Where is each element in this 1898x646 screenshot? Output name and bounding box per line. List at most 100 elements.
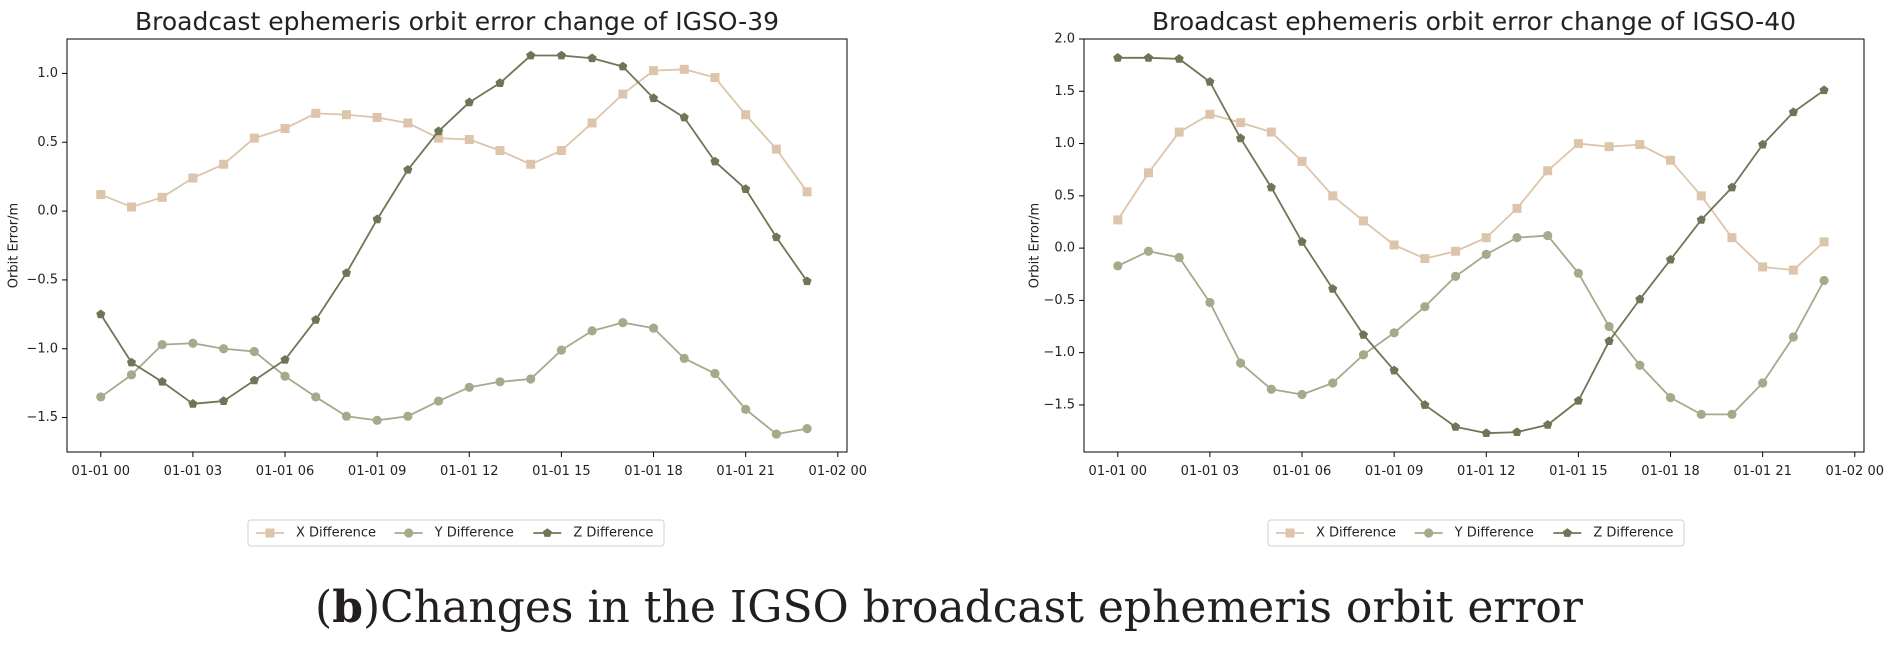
data-point — [1174, 252, 1184, 263]
data-point — [1819, 275, 1829, 286]
data-point — [1328, 191, 1338, 201]
data-point — [1788, 332, 1798, 342]
chart-title: Broadcast ephemeris orbit error change o… — [1152, 7, 1796, 36]
data-point — [1389, 328, 1399, 338]
series-line — [1117, 113, 1825, 271]
series-y-difference — [1113, 230, 1829, 419]
data-point — [249, 346, 259, 357]
data-point — [311, 392, 321, 402]
series-z-difference — [96, 50, 812, 408]
data-point — [1758, 378, 1768, 388]
series-line — [100, 54, 808, 405]
data-point — [1451, 422, 1461, 431]
y-tick-label: −0.5 — [26, 272, 58, 287]
data-point — [1635, 140, 1645, 150]
y-tick-label: −1.0 — [26, 341, 58, 356]
x-tick-label: 01-02 00 — [1826, 464, 1884, 479]
y-axis-ticks: 1.0 0.5 0.0 −0.5 −1.0 −1.5 — [26, 66, 67, 425]
data-point — [249, 133, 259, 143]
data-point — [710, 368, 720, 379]
data-point — [403, 118, 413, 128]
data-point — [341, 110, 351, 120]
data-point — [157, 192, 167, 202]
data-point — [1451, 246, 1461, 256]
legend: X Difference Y Difference Z Difference — [247, 519, 665, 547]
x-tick-label: 01-01 21 — [716, 464, 774, 479]
data-point — [1696, 409, 1706, 419]
data-point — [1236, 133, 1246, 143]
data-point — [1143, 168, 1153, 178]
data-point — [1266, 182, 1276, 192]
data-point — [1205, 297, 1215, 308]
data-point — [618, 317, 628, 328]
x-tick-label: 01-01 03 — [1181, 464, 1239, 479]
legend: X Difference Y Difference Z Difference — [1267, 519, 1685, 547]
series-y-difference — [96, 317, 812, 439]
data-point — [1604, 321, 1614, 332]
y-axis-ticks: 2.0 1.5 1.0 0.5 0.0 −0.5 −1.0 −1.5 — [1043, 32, 1084, 412]
data-point — [556, 146, 566, 156]
x-axis-ticks: 01-01 00 01-01 03 01-01 06 01-01 09 01-01 12… — [72, 452, 867, 479]
data-point — [311, 108, 321, 118]
data-point — [1236, 118, 1246, 128]
data-point — [1666, 155, 1676, 165]
data-point — [1358, 350, 1369, 360]
x-tick-label: 01-01 12 — [440, 464, 498, 479]
data-point — [403, 164, 413, 174]
data-point — [649, 66, 659, 76]
legend-label: Z Difference — [1593, 526, 1673, 541]
legend-label: X Difference — [1316, 526, 1396, 541]
data-point — [434, 126, 444, 136]
data-point — [1297, 389, 1307, 400]
legend-marker — [1562, 528, 1572, 537]
data-point — [526, 50, 536, 60]
data-point — [1113, 53, 1123, 62]
data-point — [556, 50, 566, 60]
data-point — [526, 159, 536, 169]
data-point — [802, 423, 812, 434]
data-point — [1819, 237, 1829, 247]
data-point — [188, 173, 198, 183]
data-point — [1420, 400, 1430, 409]
data-point — [372, 214, 382, 224]
data-point — [1143, 246, 1154, 256]
data-point — [1328, 378, 1338, 388]
data-point — [741, 110, 751, 120]
x-tick-label: 01-01 09 — [348, 464, 406, 479]
data-point — [1205, 109, 1215, 119]
data-point — [1727, 182, 1737, 192]
data-point — [341, 268, 352, 277]
data-point — [1328, 284, 1338, 293]
legend-label: Y Difference — [434, 526, 514, 541]
data-point — [1481, 233, 1491, 243]
legend-marker — [1424, 528, 1434, 538]
data-point — [280, 123, 290, 133]
data-point — [1266, 127, 1276, 137]
x-axis-ticks: 01-01 00 01-01 03 01-01 06 01-01 09 01-01 12… — [1089, 452, 1884, 479]
data-point — [1635, 294, 1645, 304]
x-tick-label: 01-01 18 — [624, 464, 682, 479]
data-point — [1819, 85, 1829, 95]
data-point — [1113, 215, 1123, 225]
data-point — [280, 354, 290, 364]
data-point — [157, 340, 167, 350]
data-point — [1665, 254, 1676, 264]
data-point — [495, 377, 505, 387]
data-point — [495, 146, 505, 156]
y-tick-label: 1.0 — [1054, 136, 1075, 151]
data-point — [219, 396, 229, 405]
data-point — [710, 73, 720, 83]
data-point — [741, 184, 751, 193]
data-point — [1113, 261, 1123, 271]
data-point — [1512, 233, 1522, 243]
data-point — [1236, 358, 1246, 368]
data-point — [433, 396, 444, 406]
data-point — [618, 61, 628, 71]
data-point — [1604, 142, 1614, 152]
data-point — [679, 112, 689, 122]
x-tick-label: 01-01 18 — [1641, 464, 1699, 479]
y-tick-label: 2.0 — [1054, 32, 1075, 47]
caption-label: b — [332, 582, 363, 633]
data-point — [219, 159, 229, 169]
data-point — [1512, 427, 1522, 437]
